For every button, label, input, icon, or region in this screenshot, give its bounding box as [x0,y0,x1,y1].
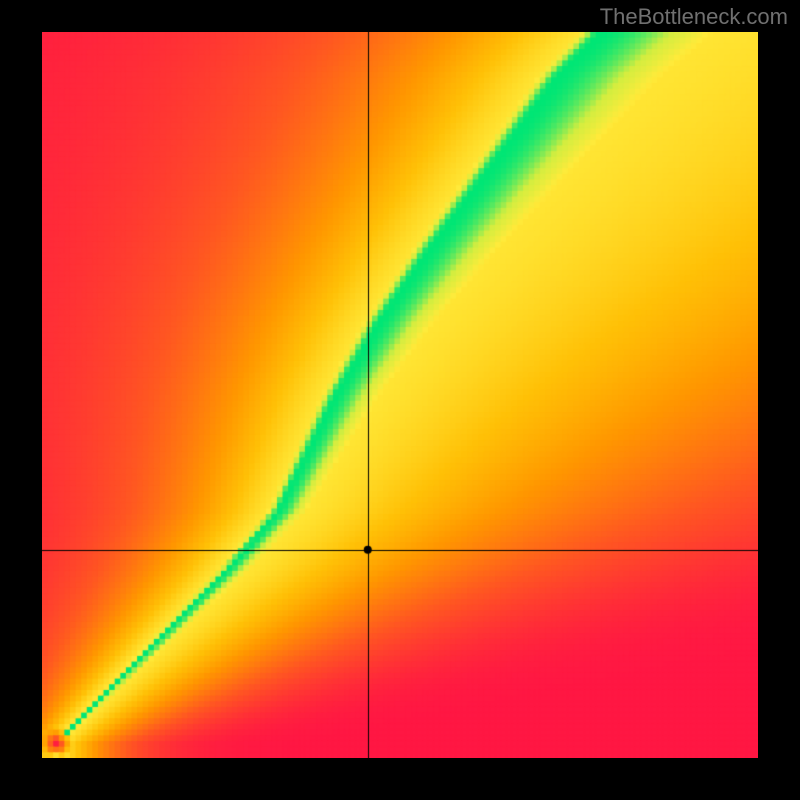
heatmap-canvas [42,32,758,758]
watermark-label: TheBottleneck.com [600,4,788,30]
chart-stage: TheBottleneck.com [0,0,800,800]
